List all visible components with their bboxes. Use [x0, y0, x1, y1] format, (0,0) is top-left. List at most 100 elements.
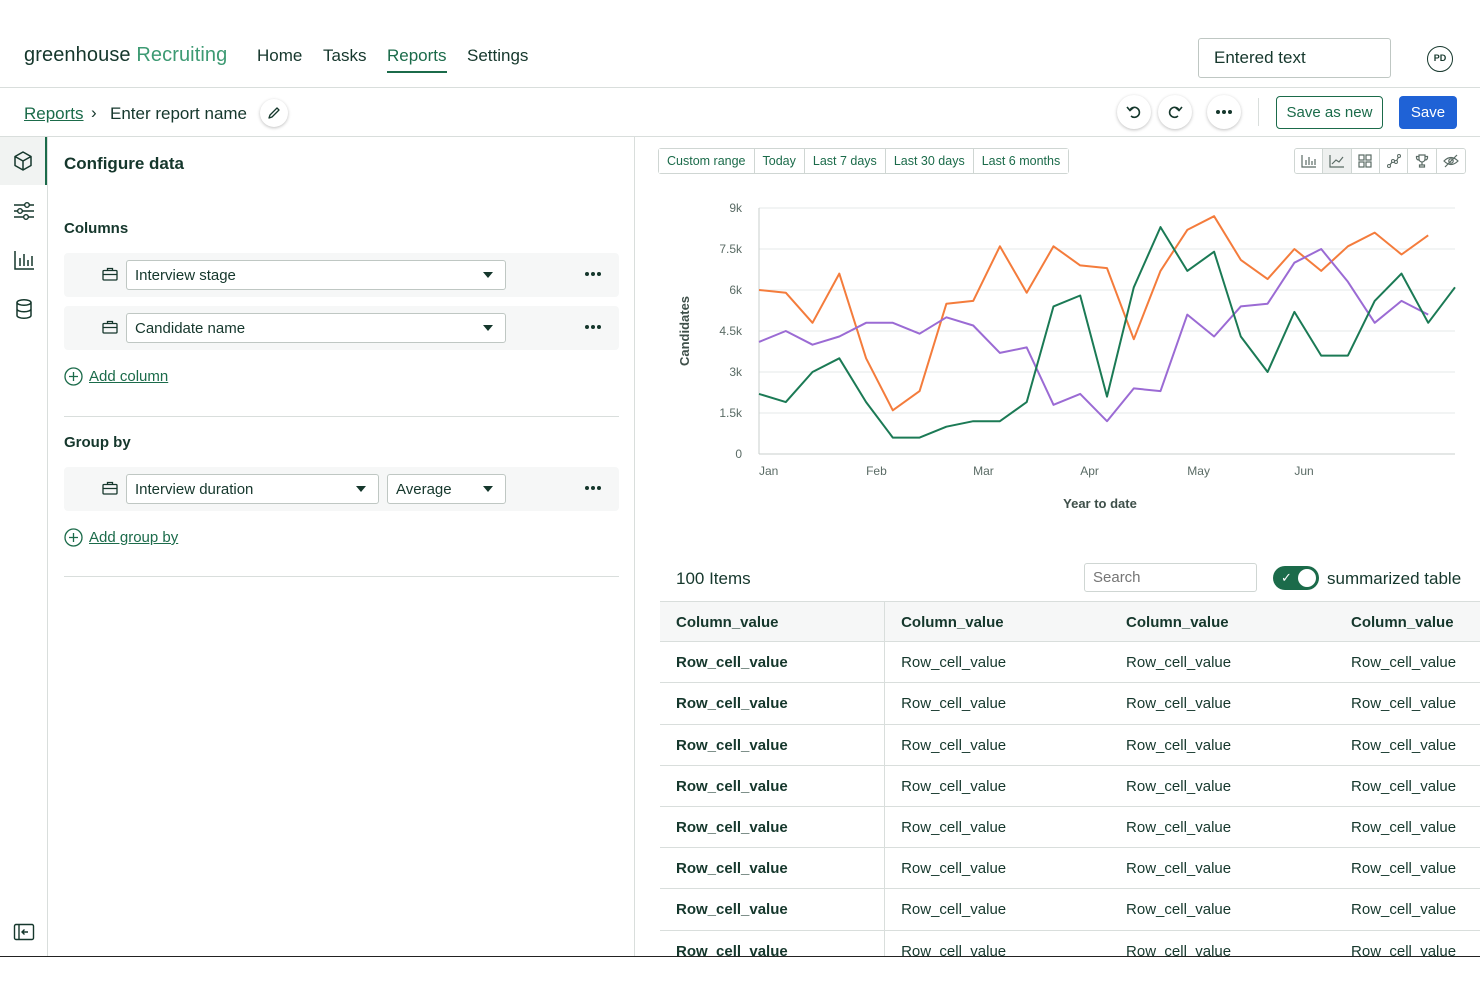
table-cell: Row_cell_value: [1126, 818, 1232, 836]
table-cell: Row_cell_value: [901, 942, 1007, 957]
summarized-table-toggle[interactable]: ✓: [1273, 566, 1319, 590]
table-row[interactable]: Row_cell_value Row_cell_value Row_cell_val…: [660, 930, 1480, 957]
report-preview: Custom range Today Last 7 days Last 30 d…: [635, 137, 1480, 957]
table-cell: Row_cell_value: [1351, 695, 1457, 713]
redo-button[interactable]: [1158, 95, 1192, 129]
undo-icon: [1126, 106, 1141, 119]
brand-logo[interactable]: greenhouse Recruiting: [24, 44, 227, 67]
chart-visibility-button[interactable]: [1436, 149, 1465, 173]
table-cell: Row_cell_value: [660, 889, 886, 930]
table-cell: Row_cell_value: [1351, 736, 1457, 754]
brand-name: greenhouse: [24, 44, 131, 66]
avatar[interactable]: PD: [1427, 46, 1453, 72]
breadcrumb-reports-link[interactable]: Reports: [24, 104, 84, 123]
range-custom-button[interactable]: Custom range: [659, 149, 755, 173]
column-select[interactable]: Interview stage: [126, 260, 506, 290]
series-line-3: [758, 226, 1456, 439]
x-tick-label: Mar: [973, 464, 994, 478]
x-tick-label: Jun: [1294, 464, 1313, 478]
nav-reports[interactable]: Reports: [387, 46, 447, 73]
add-column-label: Add column: [89, 368, 169, 385]
date-range-group: Custom range Today Last 7 days Last 30 d…: [658, 148, 1070, 174]
global-search-input[interactable]: [1198, 38, 1391, 78]
table-cell: Row_cell_value: [660, 930, 886, 956]
table-cell: Row_cell_value: [901, 818, 1007, 836]
table-cell: Row_cell_value: [1351, 860, 1457, 878]
group-by-field-select[interactable]: Interview duration: [126, 474, 379, 504]
chart-type-bar-button[interactable]: [1295, 149, 1324, 173]
group-by-more-button[interactable]: [585, 486, 601, 490]
rail-data-source[interactable]: [0, 285, 47, 333]
aggregate-select[interactable]: Average: [387, 474, 506, 504]
column-more-button[interactable]: [585, 272, 601, 276]
cube-icon: [13, 151, 32, 171]
column-header[interactable]: Column_value: [660, 602, 886, 642]
column-more-button[interactable]: [585, 325, 601, 329]
table-row[interactable]: Row_cell_value Row_cell_value Row_cell_val…: [660, 724, 1480, 766]
table-cell: Row_cell_value: [901, 695, 1007, 713]
table-cell: Row_cell_value: [1351, 942, 1457, 957]
range-30-days-button[interactable]: Last 30 days: [885, 149, 974, 173]
table-cell: Row_cell_value: [1126, 654, 1232, 672]
save-button[interactable]: Save: [1399, 96, 1457, 129]
table-row[interactable]: Row_cell_value Row_cell_value Row_cell_val…: [660, 889, 1480, 931]
table-cell: Row_cell_value: [1126, 736, 1232, 754]
report-name[interactable]: Enter report name: [110, 104, 248, 123]
table-row[interactable]: Row_cell_value Row_cell_value Row_cell_val…: [660, 806, 1480, 849]
rail-visualize[interactable]: [0, 236, 47, 284]
rail-configure-data[interactable]: [0, 137, 47, 185]
group-by-field-value: Interview duration: [135, 481, 254, 498]
table-cell: Row_cell_value: [1351, 777, 1457, 795]
table-cell: Row_cell_value: [901, 901, 1007, 919]
table-cell: Row_cell_value: [1126, 860, 1232, 878]
table-cell: Row_cell_value: [660, 765, 886, 806]
range-6-months-button[interactable]: Last 6 months: [973, 149, 1069, 173]
section-divider: [64, 416, 619, 417]
rail-collapse[interactable]: [0, 908, 47, 956]
y-tick-label: 6k: [729, 283, 743, 297]
panel-title: Configure data: [64, 154, 184, 173]
pencil-icon: [268, 107, 280, 119]
table-row[interactable]: Row_cell_value Row_cell_value Row_cell_val…: [660, 848, 1480, 890]
table-row[interactable]: Row_cell_value Row_cell_value Row_cell_val…: [660, 683, 1480, 725]
y-tick-label: 9k: [729, 201, 743, 215]
chevron-right-icon: ›: [91, 103, 97, 122]
more-actions-button[interactable]: [1207, 95, 1241, 129]
table-row[interactable]: Row_cell_value Row_cell_value Row_cell_val…: [660, 765, 1480, 807]
y-tick-label: 0: [735, 447, 742, 461]
edit-name-button[interactable]: [260, 99, 288, 127]
chart-type-grid-button[interactable]: [1351, 149, 1380, 173]
save-as-new-button[interactable]: Save as new: [1276, 96, 1383, 129]
add-group-by-link[interactable]: Add group by: [64, 528, 178, 547]
briefcase-icon: [102, 267, 118, 281]
undo-button[interactable]: [1117, 95, 1151, 129]
x-tick-label: May: [1187, 464, 1210, 478]
chart-type-scatter-button[interactable]: [1379, 149, 1409, 173]
table-cell: Row_cell_value: [660, 806, 886, 848]
column-header[interactable]: Column_value: [901, 614, 1004, 631]
table-cell: Row_cell_value: [901, 654, 1007, 672]
breadcrumb: Reports › Enter report name: [0, 88, 1480, 137]
chart-type-trophy-button[interactable]: [1408, 149, 1437, 173]
add-column-link[interactable]: Add column: [64, 367, 168, 386]
y-tick-label: 3k: [729, 365, 743, 379]
column-select[interactable]: Candidate name: [126, 313, 506, 343]
series-line-1: [758, 215, 1429, 412]
caret-down-icon: [483, 272, 493, 278]
range-today-button[interactable]: Today: [754, 149, 805, 173]
table-cell: Row_cell_value: [660, 683, 886, 724]
column-row: Candidate name: [64, 306, 619, 350]
table-cell: Row_cell_value: [1126, 942, 1232, 957]
nav-home[interactable]: Home: [257, 46, 303, 65]
table-cell: Row_cell_value: [1351, 818, 1457, 836]
range-7-days-button[interactable]: Last 7 days: [804, 149, 886, 173]
column-header[interactable]: Column_value: [1126, 614, 1229, 631]
column-header[interactable]: Column_value: [1351, 614, 1454, 631]
table-row[interactable]: Row_cell_value Row_cell_value Row_cell_val…: [660, 642, 1480, 684]
top-nav: greenhouse Recruiting Home Tasks Reports…: [0, 0, 1480, 88]
chart-type-line-button[interactable]: [1323, 149, 1352, 173]
rail-filters[interactable]: [0, 187, 47, 235]
nav-settings[interactable]: Settings: [467, 46, 529, 65]
table-search-input[interactable]: [1084, 563, 1257, 592]
nav-tasks[interactable]: Tasks: [323, 46, 367, 65]
